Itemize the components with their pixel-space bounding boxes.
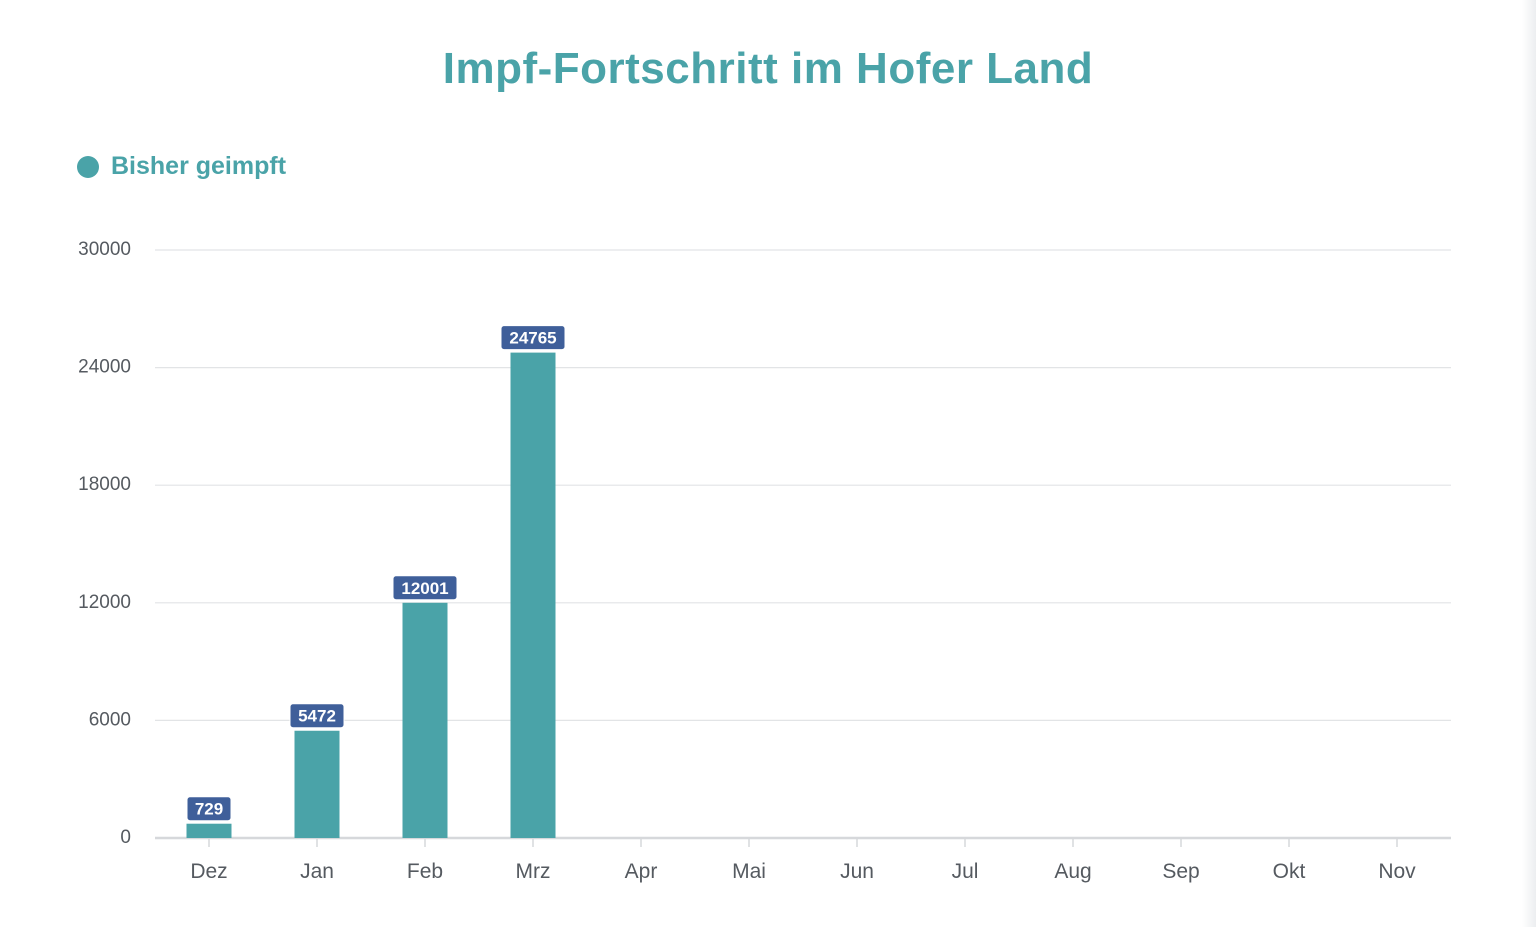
x-tick-label: Aug [1054,860,1091,883]
data-label: 729 [195,800,223,819]
y-tick-label: 6000 [89,709,131,730]
y-tick-label: 12000 [78,592,131,613]
x-tick-label: Mai [732,860,766,883]
x-tick-label: Sep [1162,860,1199,883]
x-tick-label: Mrz [516,860,551,883]
data-label-box [392,575,458,601]
legend-marker [77,155,99,178]
data-label-box [289,703,345,729]
y-tick-label: 18000 [78,474,131,495]
x-tick-label: Nov [1378,860,1416,883]
bar [402,602,448,838]
x-tick-label: Okt [1273,860,1306,883]
data-label-box [186,796,232,822]
legend[interactable]: Bisher geimpft [77,152,286,181]
data-label: 12001 [401,579,448,598]
data-label-box [500,325,566,351]
x-tick-label: Jun [840,860,874,883]
bar [294,730,340,838]
x-tick-label: Feb [407,860,443,883]
x-tick-label: Dez [190,860,227,883]
legend-label: Bisher geimpft [111,152,287,180]
y-tick-label: 30000 [78,239,131,260]
x-tick-label: Jan [300,860,334,883]
chart-title: Impf-Fortschritt im Hofer Land [442,44,1094,93]
window-edge [1522,0,1536,927]
y-tick-label: 24000 [78,357,131,378]
x-tick-label: Apr [625,860,658,883]
bar [186,823,232,838]
data-label: 24765 [509,329,556,348]
bar [510,352,556,838]
x-tick-label: Jul [952,860,979,883]
y-tick-label: 0 [120,827,131,848]
data-label: 5472 [298,707,336,726]
